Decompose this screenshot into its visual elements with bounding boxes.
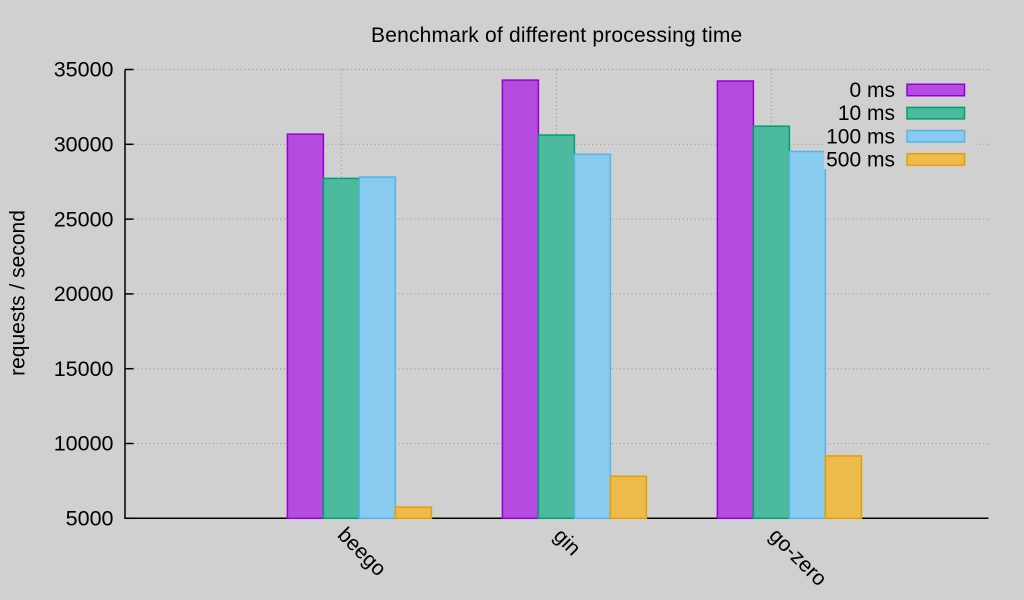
svg-text:10000: 10000 [54, 432, 114, 456]
svg-text:requests / second: requests / second [7, 210, 30, 376]
svg-text:500 ms: 500 ms [826, 148, 895, 171]
svg-text:0 ms: 0 ms [849, 79, 895, 102]
svg-text:10 ms: 10 ms [838, 102, 895, 125]
svg-text:Benchmark of different process: Benchmark of different processing time [371, 24, 742, 47]
svg-text:100 ms: 100 ms [826, 125, 895, 148]
svg-text:5000: 5000 [66, 507, 114, 531]
svg-text:35000: 35000 [54, 58, 114, 82]
svg-text:15000: 15000 [54, 357, 114, 381]
svg-text:25000: 25000 [54, 207, 114, 231]
svg-text:30000: 30000 [54, 133, 114, 157]
svg-text:20000: 20000 [54, 282, 114, 306]
